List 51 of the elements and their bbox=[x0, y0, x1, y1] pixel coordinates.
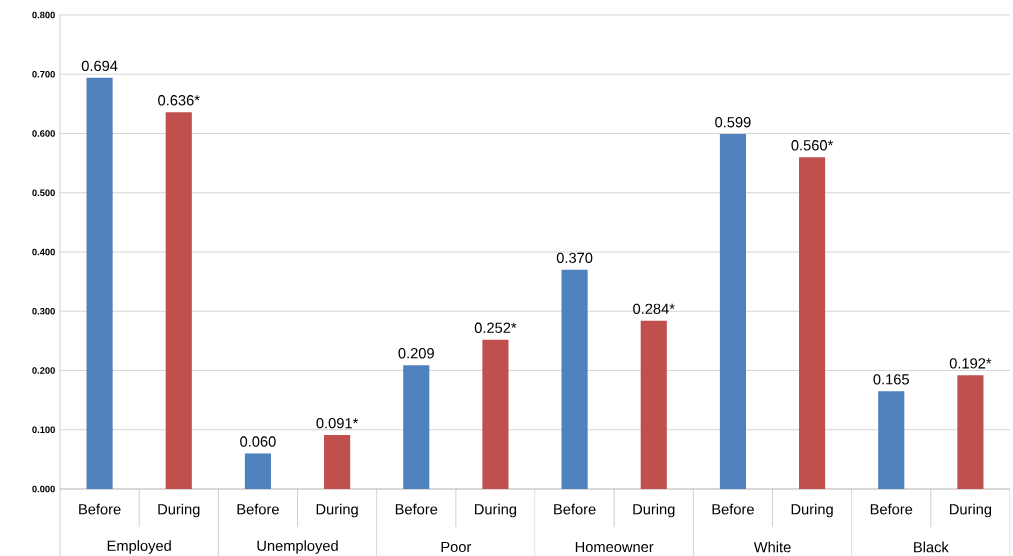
y-tick-label: 0.600 bbox=[32, 130, 55, 137]
text: Black bbox=[914, 541, 949, 553]
x-tick-label: During bbox=[316, 503, 358, 518]
x-tick-label: Before bbox=[395, 503, 438, 515]
bar bbox=[799, 157, 826, 489]
bar bbox=[244, 453, 271, 489]
bar bbox=[86, 77, 113, 489]
bar bbox=[719, 134, 746, 489]
x-tick-label: During bbox=[475, 503, 517, 518]
x-tick-label: Before bbox=[79, 503, 121, 515]
data-label: 0.370 bbox=[556, 252, 593, 264]
y-tick-label: 0.300 bbox=[32, 307, 55, 315]
bar bbox=[403, 365, 430, 489]
x-tick-label: During bbox=[633, 503, 675, 518]
x-tick-label: Before bbox=[712, 503, 754, 515]
bar bbox=[957, 375, 984, 489]
x-tick-label: During bbox=[158, 503, 200, 518]
y-tick-label: 0.400 bbox=[32, 248, 55, 256]
data-label: 0.560* bbox=[791, 140, 834, 151]
text: Homeowner bbox=[575, 541, 654, 553]
data-label: 0.165 bbox=[873, 374, 909, 385]
y-tick-label: 0.700 bbox=[32, 70, 55, 78]
text: Unemployed bbox=[257, 540, 338, 554]
y-tick-label: 0.000 bbox=[32, 485, 55, 493]
bar bbox=[324, 435, 351, 489]
data-label: 0.599 bbox=[715, 117, 751, 128]
y-tick-label: 0.500 bbox=[32, 189, 55, 197]
data-label: 0.091* bbox=[316, 417, 359, 429]
bar bbox=[165, 112, 192, 489]
text: Employed bbox=[107, 540, 171, 554]
text: White bbox=[753, 541, 791, 553]
y-tick-label: 0.800 bbox=[32, 11, 55, 19]
bar bbox=[640, 320, 667, 489]
data-label: 0.694 bbox=[81, 60, 118, 72]
text: Poor bbox=[441, 541, 472, 553]
data-label: 0.060 bbox=[240, 436, 276, 447]
data-label: 0.192* bbox=[949, 358, 992, 369]
x-tick-label: During bbox=[950, 503, 992, 518]
bar bbox=[878, 391, 905, 489]
data-label: 0.252* bbox=[474, 322, 517, 333]
data-label: 0.636* bbox=[158, 95, 200, 106]
x-tick-label: Before bbox=[870, 503, 913, 515]
x-tick-label: Before bbox=[237, 503, 279, 515]
data-label: 0.209 bbox=[398, 348, 434, 359]
y-tick-label: 0.200 bbox=[32, 367, 55, 374]
data-label: 0.284* bbox=[633, 303, 675, 315]
bar bbox=[482, 339, 509, 489]
x-tick-label: Before bbox=[554, 503, 596, 515]
y-tick-label: 0.100 bbox=[32, 426, 55, 434]
bar bbox=[561, 269, 588, 489]
x-tick-label: During bbox=[791, 503, 833, 518]
